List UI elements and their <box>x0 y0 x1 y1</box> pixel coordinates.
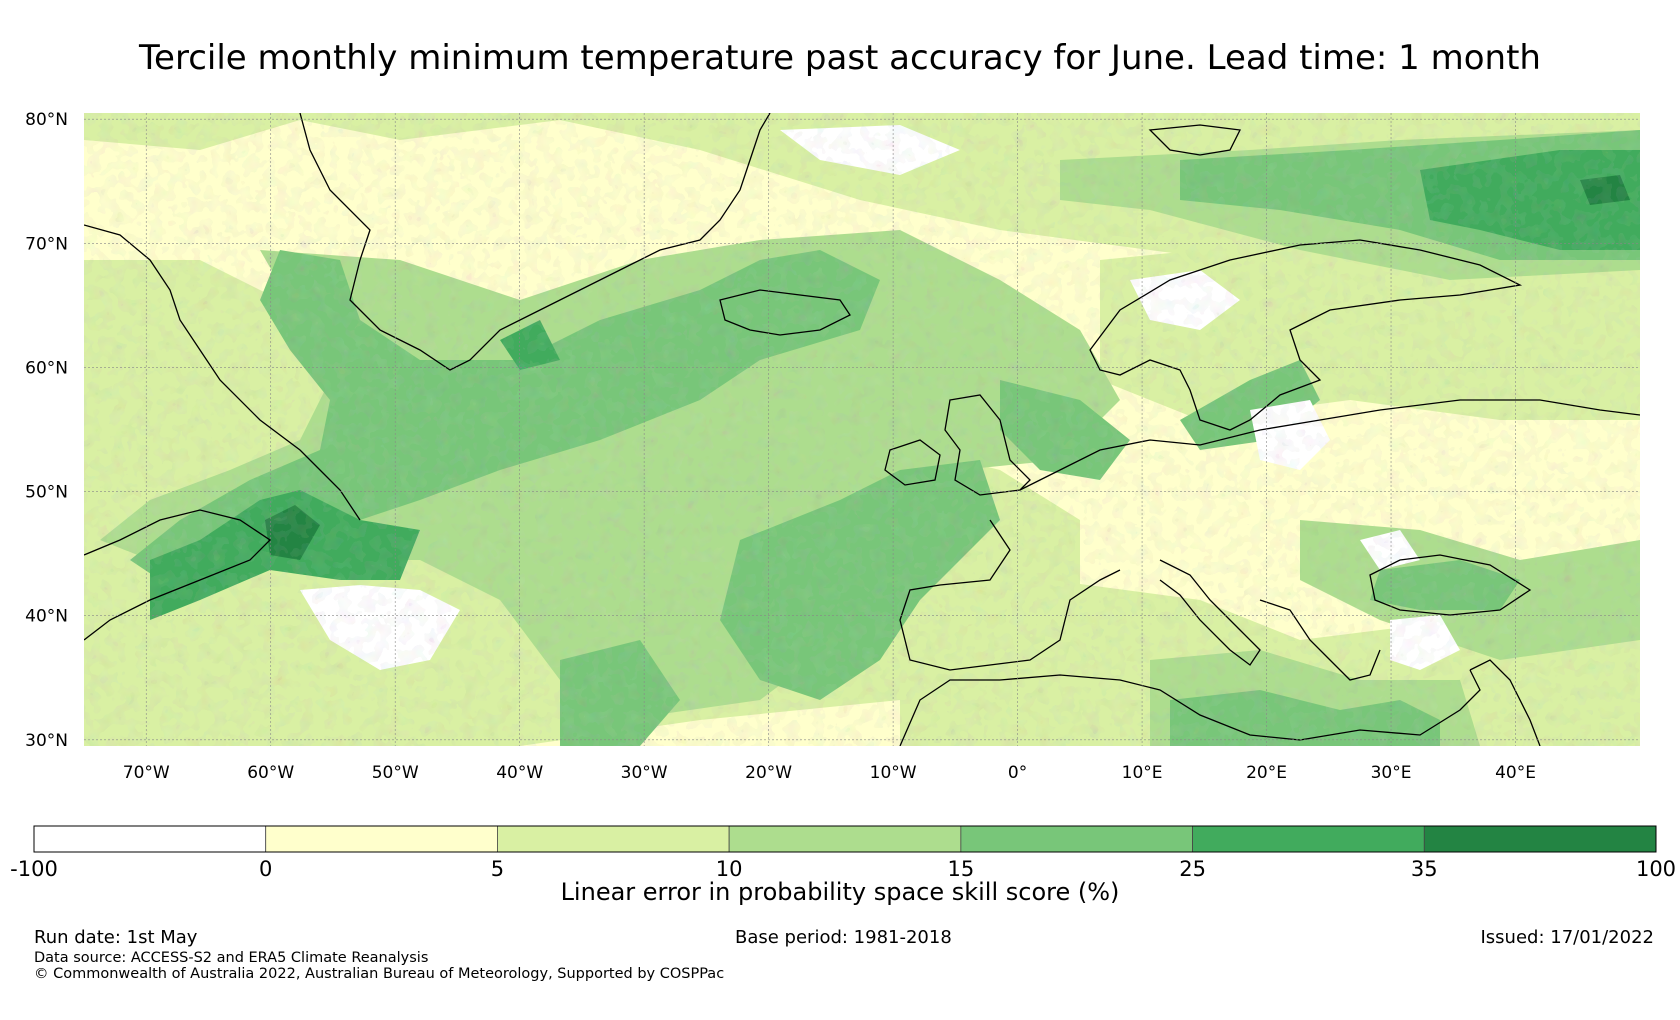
lon-tick-label: 30°E <box>1371 763 1412 783</box>
colorbar-title: Linear error in probability space skill … <box>560 878 1120 906</box>
map-plot-area <box>84 113 1640 746</box>
lon-tick-label: 10°E <box>1122 763 1163 783</box>
colorbar-tick-label: 25 <box>1179 857 1206 881</box>
lat-tick-label: 60°N <box>25 358 68 378</box>
lon-tick-label: 40°E <box>1495 763 1536 783</box>
colorbar-bin <box>33 825 267 853</box>
coastline-north-africa <box>899 669 1481 746</box>
lat-tick-label: 30°N <box>25 731 68 751</box>
coastline-ireland <box>884 439 941 486</box>
colorbar-tick-label: 0 <box>259 857 272 881</box>
coastline-scandinavia <box>1089 239 1523 431</box>
coastline-svalbard <box>1148 124 1241 156</box>
grid-texture <box>84 113 1640 746</box>
colorbar-tick-label: 10 <box>716 857 743 881</box>
longitude-axis: 70°W 60°W 50°W 40°W 30°W 20°W 10°W 0° 10°E 20°E 30… <box>123 763 1536 783</box>
colorbar-bin <box>960 825 1193 853</box>
colorbar-tick-label: 5 <box>491 857 504 881</box>
coastline-nova-scotia <box>84 509 272 641</box>
base-period: Base period: 1981-2018 <box>735 927 952 948</box>
colorbar: -100 0 5 10 15 25 35 100 <box>10 825 1676 881</box>
coastline-levant <box>1469 659 1541 746</box>
colorbar-tick-label: -100 <box>10 857 58 881</box>
lon-tick-label: 50°W <box>372 763 419 783</box>
lon-tick-label: 40°W <box>496 763 543 783</box>
lat-tick-label: 70°N <box>25 234 68 254</box>
coastline-greenland <box>299 113 771 371</box>
colorbar-bin <box>1192 825 1425 853</box>
lon-tick-label: 20°W <box>745 763 792 783</box>
map-title: Tercile monthly minimum temperature past… <box>139 38 1541 78</box>
colorbar-bin <box>1423 825 1657 853</box>
coastline-europe <box>1019 399 1640 491</box>
coastline-iberia <box>899 519 1121 671</box>
lat-tick-label: 40°N <box>25 607 68 627</box>
coastlines <box>84 113 1640 746</box>
colorbar-tick-label: 35 <box>1411 857 1438 881</box>
issued-date: Issued: 17/01/2022 <box>1480 927 1654 948</box>
colorbar-bin <box>497 825 730 853</box>
lon-tick-label: 60°W <box>247 763 294 783</box>
colorbar-frame <box>33 825 1657 853</box>
lon-tick-label: 30°W <box>621 763 668 783</box>
data-source: Data source: ACCESS-S2 and ERA5 Climate … <box>34 950 429 966</box>
lat-tick-label: 50°N <box>25 483 68 503</box>
coastline-black-sea <box>1369 554 1532 616</box>
lon-tick-label: 70°W <box>123 763 170 783</box>
lon-tick-label: 0° <box>1008 763 1027 783</box>
colorbar-tick-label: 100 <box>1636 857 1676 881</box>
colorbar-tick-label: 15 <box>947 857 974 881</box>
colorbar-bin <box>728 825 962 853</box>
lat-tick-label: 80°N <box>25 110 68 130</box>
coastline-balkans <box>1259 599 1381 681</box>
latitude-axis: 80°N 70°N 60°N 50°N 40°N 30°N <box>25 110 68 751</box>
coastline-iceland <box>719 289 851 336</box>
coastline-italy <box>1159 559 1261 666</box>
lon-tick-label: 10°W <box>870 763 917 783</box>
colorbar-bin <box>265 825 498 853</box>
lon-tick-label: 20°E <box>1246 763 1287 783</box>
run-date: Run date: 1st May <box>34 927 198 948</box>
coastline-labrador <box>84 224 361 521</box>
copyright: © Commonwealth of Australia 2022, Austra… <box>34 966 725 982</box>
gridlines <box>84 113 1640 746</box>
